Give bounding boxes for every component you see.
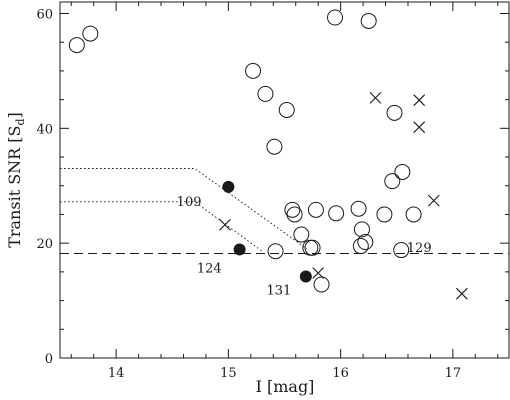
open-circle-point-20 xyxy=(357,234,374,251)
filled-circle-point-2 xyxy=(299,270,312,283)
open-circle-point-3 xyxy=(257,85,274,102)
open-circle-point-19 xyxy=(352,238,369,255)
open-circle-point-26 xyxy=(405,206,422,223)
x-tick-label: 16 xyxy=(332,366,349,381)
plot-frame xyxy=(59,1,510,359)
cross-point-6 xyxy=(455,287,468,300)
cross-point-0 xyxy=(219,218,231,231)
point-annotations: 109 124 131 129 xyxy=(177,195,432,298)
reference-lines xyxy=(60,168,509,254)
open-circle-point-23 xyxy=(384,173,401,190)
open-circle-point-16 xyxy=(360,12,377,29)
cross-point-5 xyxy=(427,194,440,207)
annotation-129: 129 xyxy=(407,241,432,256)
open-circle-point-4 xyxy=(278,101,295,118)
cross-point-1 xyxy=(312,267,325,279)
open-circle-point-17 xyxy=(350,200,367,217)
open-circle-point-6 xyxy=(284,201,301,218)
y-tick-label: 40 xyxy=(36,122,53,137)
y-axis-title-close: ] xyxy=(5,112,24,118)
y-tick-label: 20 xyxy=(36,237,53,252)
filled-circle-point-1 xyxy=(233,243,246,256)
open-circle-point-15 xyxy=(327,9,344,26)
open-circle-point-7 xyxy=(286,206,303,223)
annotation-124: 124 xyxy=(197,261,222,276)
open-circle-point-1 xyxy=(82,25,99,42)
y-axis-title: Transit SNR [Sd] xyxy=(5,112,27,248)
open-circle-point-13 xyxy=(328,205,345,222)
dotted-line-2 xyxy=(60,201,263,252)
y-axis-title-subscript: d xyxy=(14,118,27,125)
open-circle-point-25 xyxy=(393,242,410,259)
y-axis-title-main: Transit SNR [S xyxy=(5,125,24,247)
y-tick-label: 60 xyxy=(36,7,53,22)
dotted-line-1 xyxy=(60,168,308,250)
open-circle-point-2 xyxy=(245,62,262,79)
open-circle-point-8 xyxy=(293,226,310,243)
open-circle-point-9 xyxy=(267,243,284,260)
filled-circle-point-0 xyxy=(222,180,235,193)
open-circle-point-21 xyxy=(376,206,393,223)
open-circle-point-12 xyxy=(307,201,324,218)
open-circle-point-0 xyxy=(68,37,85,54)
data-points xyxy=(68,9,468,300)
x-axis-title: I [mag] xyxy=(256,377,315,396)
x-tick-label: 15 xyxy=(220,366,237,381)
axis-ticks: 14 15 16 17 0 20 40 60 xyxy=(36,2,509,381)
open-circle-point-22 xyxy=(386,104,403,121)
cross-point-3 xyxy=(413,94,426,107)
annotation-131: 131 xyxy=(266,284,291,299)
cross-point-4 xyxy=(413,121,426,134)
x-tick-label: 14 xyxy=(108,366,125,381)
open-circle-point-24 xyxy=(394,163,411,180)
open-circle-point-14 xyxy=(313,276,330,293)
cross-point-2 xyxy=(369,92,382,104)
x-tick-label: 17 xyxy=(445,366,462,381)
open-circle-point-18 xyxy=(353,221,370,238)
annotation-109: 109 xyxy=(177,195,202,210)
open-circle-point-5 xyxy=(266,138,283,155)
open-circle-point-11 xyxy=(304,239,321,256)
y-tick-label: 0 xyxy=(45,352,53,367)
